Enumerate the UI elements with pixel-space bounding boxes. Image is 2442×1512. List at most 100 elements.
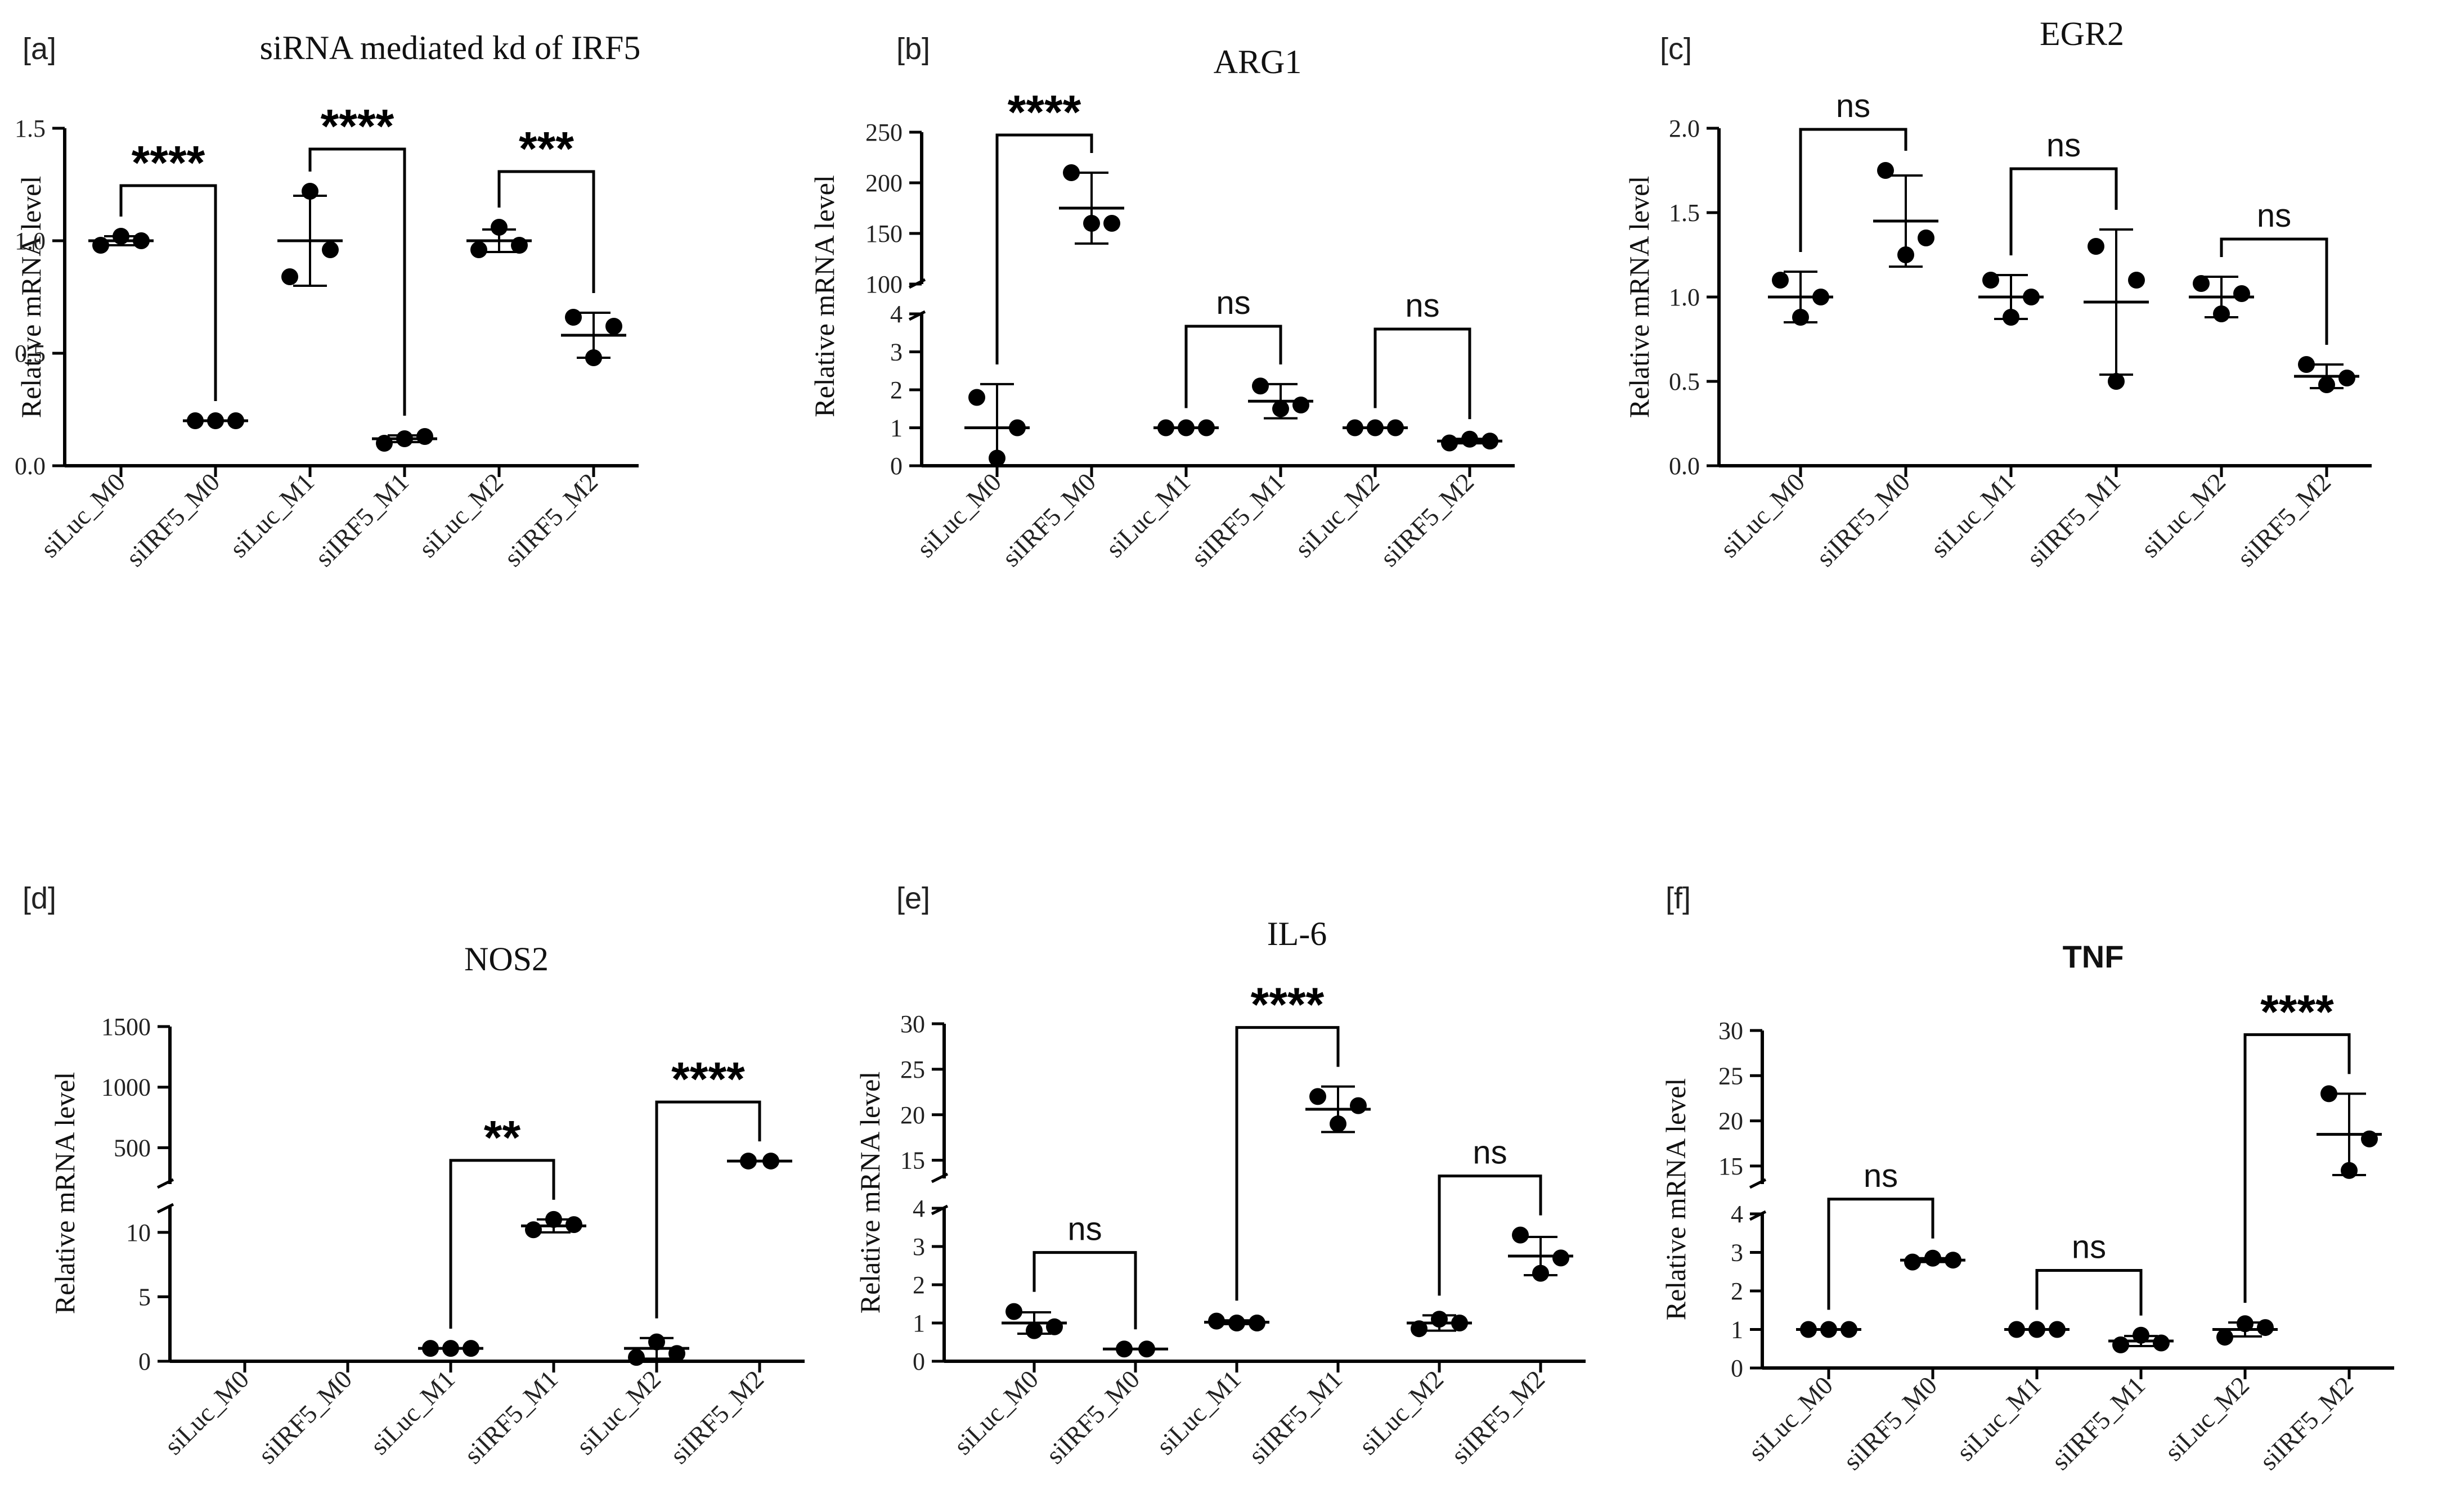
data-point [1252,377,1269,395]
y-tick-label: 0 [1731,1354,1743,1382]
data-point [1103,215,1120,232]
significance-label: ns [2257,197,2291,234]
data-point [2088,238,2104,255]
y-tick-label: 20 [900,1101,925,1129]
significance-label: ns [2046,127,2081,164]
data-point [740,1153,757,1170]
data-point [376,435,393,452]
x-category-label: siIRF5_M2 [2254,1371,2359,1475]
data-point [2216,1329,2233,1346]
data-point [133,232,150,249]
data-point [1292,397,1309,413]
data-point [1431,1311,1448,1328]
data-point [1083,215,1100,232]
data-point [2003,309,2019,326]
data-point [1904,1253,1921,1271]
data-point [463,1340,479,1357]
y-tick-label: 1000 [101,1074,151,1101]
x-category-label: siIRF5_M0 [1040,1365,1145,1469]
y-tick-label: 30 [1718,1017,1743,1045]
panel-label-b: [b] [896,32,930,66]
significance-bracket [308,147,406,416]
y-tick-label: 2 [890,376,903,404]
x-category-label: siIRF5_M1 [2046,1371,2151,1475]
data-point [1552,1249,1569,1267]
data-point [1918,230,1934,246]
y-axis-label-b: Relative mRNA level [809,175,840,417]
x-category-label: siLuc_M1 [1151,1365,1246,1460]
x-category-label: siLuc_M1 [365,1365,460,1460]
y-tick-label: 0.5 [15,340,46,367]
data-point [2028,1321,2045,1338]
significance-bracket [2220,237,2328,345]
significance-bracket [1235,1026,1340,1301]
data-point [2237,1315,2254,1333]
y-tick-label: 1.5 [1669,199,1700,227]
y-tick-label: 1.5 [15,115,46,142]
y-tick-label: 3 [1731,1239,1743,1267]
data-point [187,412,204,429]
y-axis-label-c: Relative mRNA level [1623,176,1655,418]
y-tick-label: 1500 [101,1013,151,1041]
data-point [1461,430,1478,448]
significance-label: **** [2260,985,2334,1038]
chart-title-d: NOS2 [464,940,549,978]
y-tick-label: 2.0 [1669,115,1700,142]
data-point [442,1340,459,1357]
x-category-label: siLuc_M2 [1353,1365,1449,1460]
significance-bracket [1438,1174,1542,1296]
data-point [1451,1315,1468,1331]
data-point [470,241,487,258]
panel-label-c: [c] [1660,32,1692,66]
data-point [422,1340,439,1357]
chart-title-b: ARG1 [1214,43,1302,80]
data-point [302,183,318,200]
y-tick-label: 1 [1731,1316,1743,1344]
y-tick-label: 4 [890,300,903,328]
data-point [2128,272,2145,289]
significance-label: **** [1008,86,1081,138]
y-tick-label: 3 [913,1233,925,1261]
data-point [968,389,985,406]
significance-bracket [497,170,595,293]
significance-label: ns [1405,287,1439,324]
x-category-label: siIRF5_M0 [120,467,225,572]
data-point [525,1221,542,1239]
y-tick-label: 2 [1731,1277,1743,1305]
x-category-label: siIRF5_M2 [1446,1365,1550,1469]
data-point [762,1153,779,1170]
data-point [2338,370,2355,386]
significance-bracket [449,1159,555,1329]
panel-label-d: [d] [23,881,56,915]
data-point [1772,272,1789,289]
data-point [511,237,528,254]
data-point [1820,1321,1837,1338]
x-category-label: siIRF5_M1 [309,467,414,572]
data-point [565,309,582,326]
y-tick-label: 0 [138,1348,151,1375]
significance-bracket [1827,1198,1934,1310]
significance-label: **** [132,136,205,189]
significance-label: ns [2072,1229,2106,1266]
data-point [1982,272,1999,289]
chart-title-f: TNF [2063,939,2124,974]
chart-title-e: IL-6 [1267,915,1327,952]
data-point [1330,1115,1346,1132]
y-tick-label: 0 [890,452,903,480]
data-point [1178,419,1195,436]
data-point [1387,419,1404,436]
y-tick-label: 25 [900,1056,925,1083]
data-point [2257,1319,2274,1336]
x-category-label: siIRF5_M1 [1243,1365,1348,1469]
data-point [628,1349,645,1366]
data-point [2049,1321,2066,1338]
x-category-label: siLuc_M2 [2159,1371,2255,1466]
x-category-label: siIRF5_M0 [1838,1371,1942,1475]
data-point [1346,419,1363,436]
x-category-label: siLuc_M0 [35,467,131,563]
y-tick-label: 0.5 [1669,368,1700,395]
x-category-label: siIRF5_M2 [499,467,603,572]
significance-label: **** [671,1052,745,1105]
y-tick-label: 4 [913,1195,925,1222]
y-tick-label: 0 [913,1348,925,1375]
